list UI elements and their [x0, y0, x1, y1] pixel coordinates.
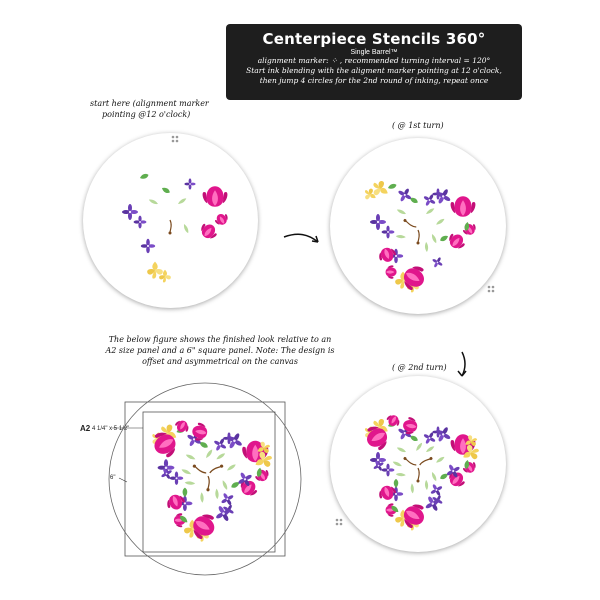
a2-size-label: 4 1/4" x 5 1/2": [92, 426, 130, 432]
banner-line-2: Start ink blending with the aligment mar…: [246, 66, 502, 75]
title-banner: Centerpiece Stencils 360° Single Barrel™…: [226, 24, 522, 100]
turn2-note: ( @ 2nd turn): [392, 363, 447, 372]
six-inch-panel: [124, 401, 286, 557]
turn1-note: ( @ 1st turn): [392, 121, 444, 130]
six-inch-label: 6": [110, 475, 116, 481]
banner-subtitle: Single Barrel™: [350, 49, 398, 56]
arrow-right-icon: [283, 233, 319, 243]
figure-note-line-3: offset and asymmetrical on the canvas: [142, 357, 298, 366]
alignment-marker-icon: [487, 285, 495, 293]
start-note-line-2: pointing @12 o'clock): [102, 110, 191, 119]
outline-circle: [108, 382, 302, 576]
banner-line-1: alignment marker: ⁘ , recommended turnin…: [257, 56, 491, 65]
figure-note-line-2: A2 size panel and a 6" square panel. Not…: [105, 346, 335, 355]
start-note-line-1: start here (alignment marker: [90, 99, 209, 108]
alignment-marker-icon: [335, 518, 343, 526]
a2-panel: [142, 411, 276, 553]
figure-note: The below figure shows the finished look…: [100, 334, 340, 367]
start-note: start here (alignment marker pointing @1…: [90, 98, 209, 120]
banner-title: Centerpiece Stencils 360°: [262, 30, 486, 48]
figure-note-line-1: The below figure shows the finished look…: [108, 335, 332, 344]
alignment-marker-icon: [171, 135, 179, 143]
a2-label: A2: [80, 424, 91, 433]
banner-line-3: then jump 4 circles for the 2nd round of…: [259, 76, 489, 85]
